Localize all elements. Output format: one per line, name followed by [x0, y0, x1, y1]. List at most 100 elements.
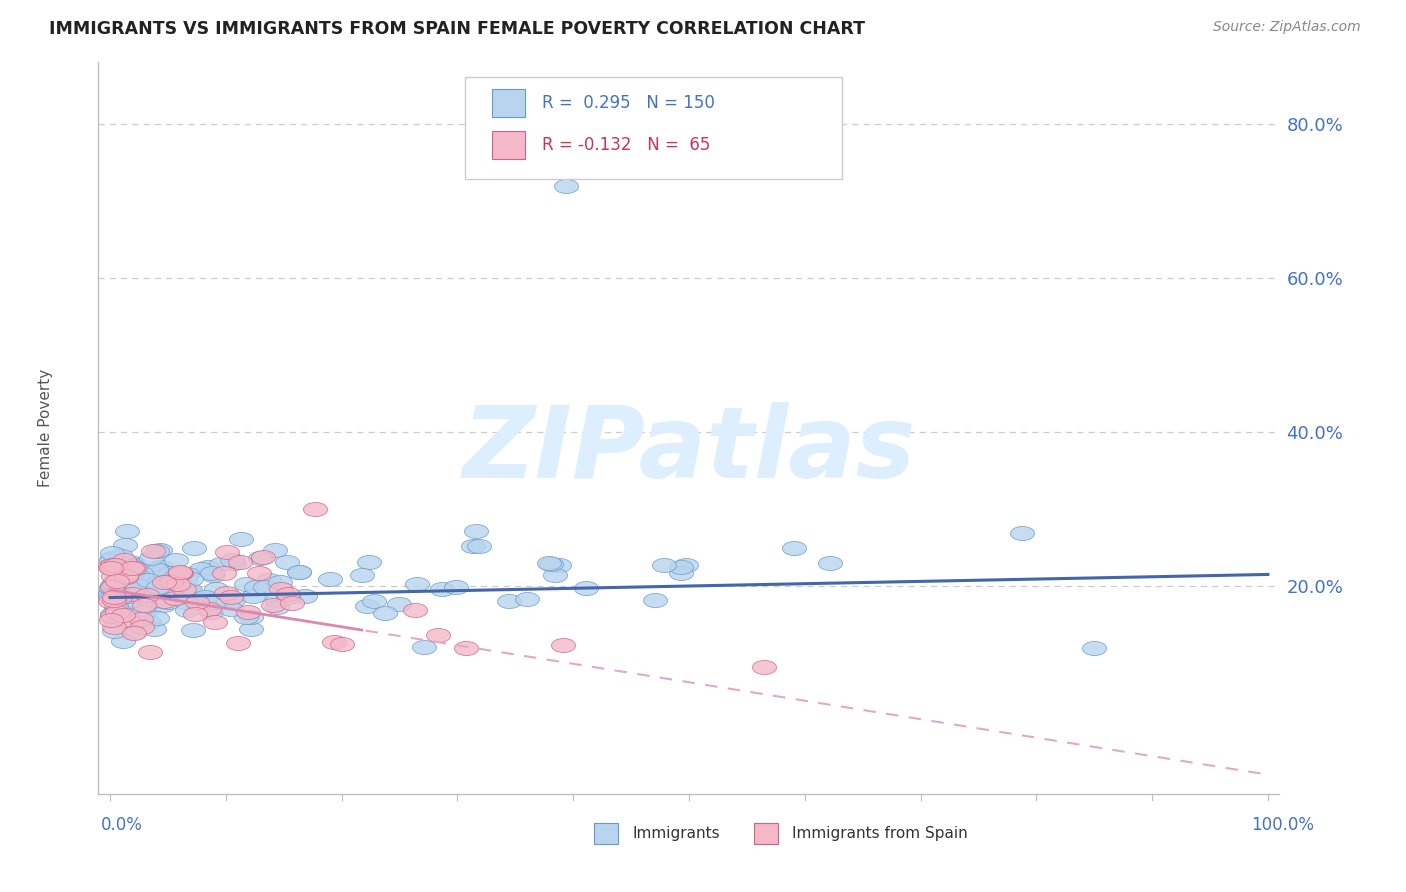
Point	[652, 558, 675, 573]
Point	[356, 599, 378, 613]
Point	[464, 524, 486, 539]
Point	[120, 566, 142, 581]
Text: Source: ZipAtlas.com: Source: ZipAtlas.com	[1213, 20, 1361, 34]
Point	[226, 636, 249, 650]
Point	[174, 588, 197, 602]
Point	[350, 567, 373, 582]
Point	[115, 569, 138, 583]
Point	[169, 566, 191, 580]
Point	[200, 566, 222, 580]
Point	[427, 628, 450, 642]
Point	[204, 615, 226, 629]
Point	[173, 582, 195, 596]
Point	[257, 573, 280, 587]
Point	[136, 573, 159, 587]
Point	[219, 602, 242, 616]
Point	[152, 594, 174, 608]
Point	[101, 551, 124, 566]
Point	[551, 638, 574, 652]
Point	[98, 594, 121, 608]
Point	[322, 635, 344, 649]
Point	[304, 502, 326, 516]
Point	[104, 558, 127, 572]
Point	[98, 591, 121, 605]
Point	[145, 562, 167, 576]
Point	[101, 545, 124, 559]
Point	[269, 575, 291, 590]
Point	[173, 572, 195, 586]
Point	[98, 587, 121, 601]
Point	[235, 609, 257, 624]
Point	[112, 634, 135, 648]
Point	[146, 580, 169, 594]
Bar	[754, 823, 778, 844]
Point	[117, 582, 139, 597]
Text: Immigrants: Immigrants	[633, 826, 720, 841]
Point	[247, 566, 270, 580]
Point	[120, 606, 142, 620]
Point	[103, 619, 125, 633]
Point	[125, 579, 148, 593]
Point	[107, 603, 129, 617]
Point	[105, 574, 128, 588]
Point	[170, 566, 193, 580]
Point	[108, 555, 131, 569]
Point	[141, 551, 163, 566]
Point	[121, 587, 143, 601]
Point	[229, 533, 252, 547]
Point	[104, 599, 127, 613]
Point	[555, 178, 578, 193]
Point	[180, 572, 202, 586]
Point	[212, 566, 235, 580]
Point	[101, 609, 124, 624]
Point	[752, 660, 775, 674]
Point	[122, 587, 145, 601]
Point	[235, 576, 257, 591]
Point	[101, 607, 124, 621]
Point	[100, 613, 122, 627]
Point	[204, 582, 226, 596]
Point	[125, 578, 148, 592]
Point	[103, 583, 125, 598]
Point	[105, 582, 128, 596]
Point	[146, 582, 169, 597]
Point	[152, 598, 174, 612]
Text: IMMIGRANTS VS IMMIGRANTS FROM SPAIN FEMALE POVERTY CORRELATION CHART: IMMIGRANTS VS IMMIGRANTS FROM SPAIN FEMA…	[49, 20, 865, 37]
Point	[149, 567, 172, 582]
Point	[173, 566, 195, 581]
Point	[163, 591, 186, 606]
Point	[150, 584, 173, 599]
Point	[184, 607, 207, 622]
Point	[166, 552, 188, 566]
Text: 0.0%: 0.0%	[101, 816, 143, 834]
Point	[190, 562, 212, 576]
Point	[149, 542, 172, 557]
Point	[115, 524, 138, 539]
Point	[127, 577, 149, 591]
Point	[101, 580, 124, 594]
Point	[110, 613, 132, 627]
Text: R =  0.295   N = 150: R = 0.295 N = 150	[543, 94, 716, 112]
Point	[115, 613, 138, 627]
Point	[277, 586, 299, 600]
Point	[413, 640, 436, 654]
Point	[155, 567, 177, 582]
Point	[202, 595, 225, 609]
Point	[136, 602, 159, 616]
Point	[132, 605, 155, 619]
Point	[121, 556, 143, 570]
Point	[516, 591, 538, 606]
Point	[100, 581, 122, 595]
Point	[209, 557, 232, 571]
Point	[430, 582, 453, 597]
Point	[1011, 525, 1033, 540]
Point	[108, 591, 131, 605]
Point	[100, 560, 122, 574]
Point	[103, 624, 125, 638]
Point	[146, 610, 169, 624]
Point	[544, 567, 567, 582]
Point	[103, 578, 125, 592]
Point	[138, 645, 160, 659]
Point	[538, 557, 561, 571]
Point	[145, 543, 167, 558]
